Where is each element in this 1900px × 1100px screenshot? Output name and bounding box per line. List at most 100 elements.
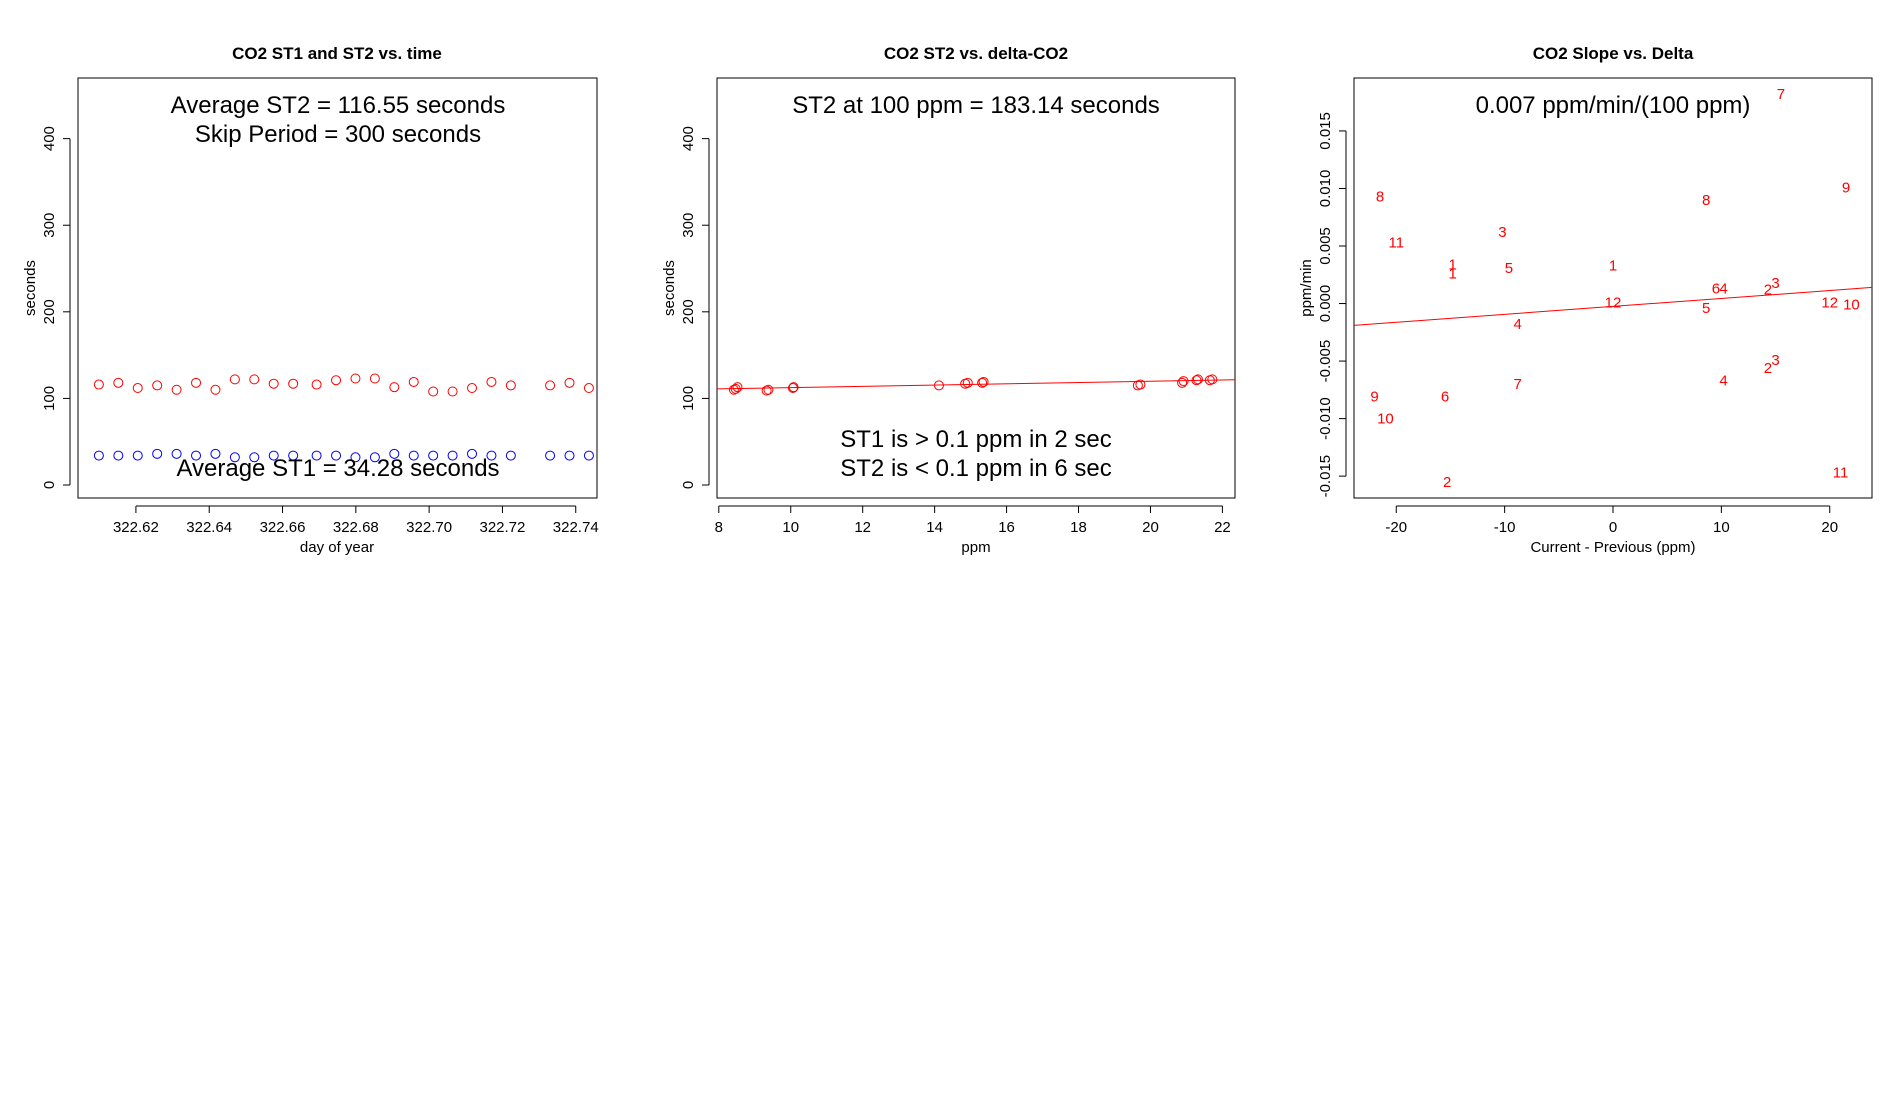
data-point-st2-vs-delta <box>728 384 739 395</box>
y-tick-label: 400 <box>41 126 58 151</box>
x-tick-label: 18 <box>1070 519 1087 536</box>
data-point-st1 <box>369 452 380 463</box>
y-tick-label: 0.010 <box>1317 170 1334 208</box>
x-axis: 8 10 12 14 16 18 20 22 <box>715 505 1231 536</box>
data-point-st2 <box>171 384 182 395</box>
annotation-average-st1: Average ST1 = 34.28 seconds <box>176 455 499 482</box>
point-label: 7 <box>1513 376 1521 393</box>
point-label: 10 <box>1377 411 1394 428</box>
data-point-st2 <box>113 377 124 388</box>
data-point-st1 <box>191 450 202 461</box>
y-axis: -0.015 -0.010 -0.005 0.000 0.005 0.010 0.015 <box>1317 112 1347 497</box>
y-axis-label: seconds <box>661 260 678 316</box>
data-point-st2 <box>428 386 439 397</box>
data-point-st2 <box>350 373 361 384</box>
data-point-st1 <box>331 450 342 461</box>
data-point-st1 <box>229 452 240 463</box>
data-point-st1 <box>249 452 260 463</box>
fit-line-group <box>716 379 1236 390</box>
y-tick-label: 200 <box>41 299 58 324</box>
x-axis-label: Current - Previous (ppm) <box>1530 539 1695 556</box>
x-tick-label: -20 <box>1385 519 1407 536</box>
x-axis: -20 -10 0 10 20 <box>1385 505 1838 536</box>
annotation-st2-threshold: ST2 is < 0.1 ppm in 6 sec <box>840 455 1111 482</box>
data-point-st2-vs-delta <box>1177 377 1188 388</box>
y-tick-label: -0.005 <box>1317 340 1334 383</box>
data-point-st1 <box>93 450 104 461</box>
point-label: 2 <box>1764 282 1772 299</box>
annotation-st2-at-100ppm: ST2 at 100 ppm = 183.14 seconds <box>792 92 1160 119</box>
data-point-st2 <box>229 374 240 385</box>
data-point-st2 <box>389 382 400 393</box>
data-point-st2-vs-delta <box>1135 379 1146 390</box>
y-tick-label: 0 <box>680 481 697 489</box>
x-tick-label: -10 <box>1494 519 1516 536</box>
point-label: 1 <box>1609 258 1617 275</box>
data-point-st1 <box>428 450 439 461</box>
point-label: 12 <box>1821 294 1838 311</box>
data-point-st2-vs-delta <box>977 377 988 388</box>
annotation-average-st2: Average ST2 = 116.55 seconds <box>171 92 506 119</box>
y-tick-label: -0.010 <box>1317 397 1334 440</box>
data-point-st1 <box>564 450 575 461</box>
data-point-st2-vs-delta <box>1207 374 1218 385</box>
x-tick-label: 322.72 <box>479 519 525 536</box>
point-label: 12 <box>1605 294 1622 311</box>
data-point-st1 <box>486 450 497 461</box>
x-tick-label: 20 <box>1821 519 1838 536</box>
x-tick-label: 20 <box>1142 519 1159 536</box>
y-tick-label: 0.000 <box>1317 285 1334 323</box>
point-label: 3 <box>1771 352 1779 369</box>
data-point-st1 <box>311 450 322 461</box>
x-tick-label: 10 <box>782 519 799 536</box>
point-label: 10 <box>1843 297 1860 314</box>
point-label: 2 <box>1764 360 1772 377</box>
y-tick-label: 100 <box>680 386 697 411</box>
point-label: 8 <box>1376 189 1384 206</box>
y-tick-label: 0.005 <box>1317 227 1334 265</box>
data-point-st2-vs-delta <box>763 384 774 395</box>
point-label: 5 <box>1702 300 1710 317</box>
x-tick-label: 12 <box>854 519 871 536</box>
point-label: 4 <box>1513 316 1521 333</box>
x-tick-label: 322.74 <box>553 519 599 536</box>
point-label: 7 <box>1777 86 1785 103</box>
chart-title: CO2 ST2 vs. delta-CO2 <box>884 44 1068 63</box>
point-label: 2 <box>1443 474 1451 491</box>
data-point-st2-vs-delta <box>787 383 798 394</box>
data-point-st1 <box>171 448 182 459</box>
data-point-st2 <box>486 376 497 387</box>
data-point-st2 <box>132 383 143 394</box>
y-axis-label: ppm/min <box>1298 259 1315 317</box>
plot-frame <box>1353 77 1873 499</box>
x-tick-label: 8 <box>715 519 723 536</box>
data-point-st2 <box>408 376 419 387</box>
panel-slope-vs-delta: CO2 Slope vs. Delta -20 -10 0 10 20 -0.015-0… <box>1298 44 1873 556</box>
x-axis-label: ppm <box>961 539 990 556</box>
data-point-st1 <box>447 450 458 461</box>
point-label: 11 <box>1388 235 1404 252</box>
point-label: 4 <box>1719 373 1727 390</box>
data-point-st1 <box>467 448 478 459</box>
point-label: 9 <box>1842 179 1850 196</box>
x-tick-label: 22 <box>1214 519 1231 536</box>
data-point-st2 <box>93 379 104 390</box>
data-point-st1 <box>152 448 163 459</box>
annotation-skip-period: Skip Period = 300 seconds <box>195 121 481 148</box>
data-point-st1 <box>350 452 361 463</box>
data-point-st2-vs-delta <box>978 376 989 387</box>
chart-title: CO2 Slope vs. Delta <box>1533 44 1694 63</box>
data-point-st1 <box>288 450 299 461</box>
chart-title: CO2 ST1 and ST2 vs. time <box>232 44 442 63</box>
x-tick-label: 322.70 <box>406 519 452 536</box>
x-tick-label: 322.66 <box>260 519 306 536</box>
data-point-st2 <box>369 373 380 384</box>
point-label: 5 <box>1505 260 1513 277</box>
data-point-st2 <box>545 380 556 391</box>
data-point-st2-vs-delta <box>962 377 973 388</box>
data-point-st2 <box>447 386 458 397</box>
data-point-st1 <box>113 450 124 461</box>
data-points <box>728 374 1218 396</box>
y-tick-label: 300 <box>41 213 58 238</box>
